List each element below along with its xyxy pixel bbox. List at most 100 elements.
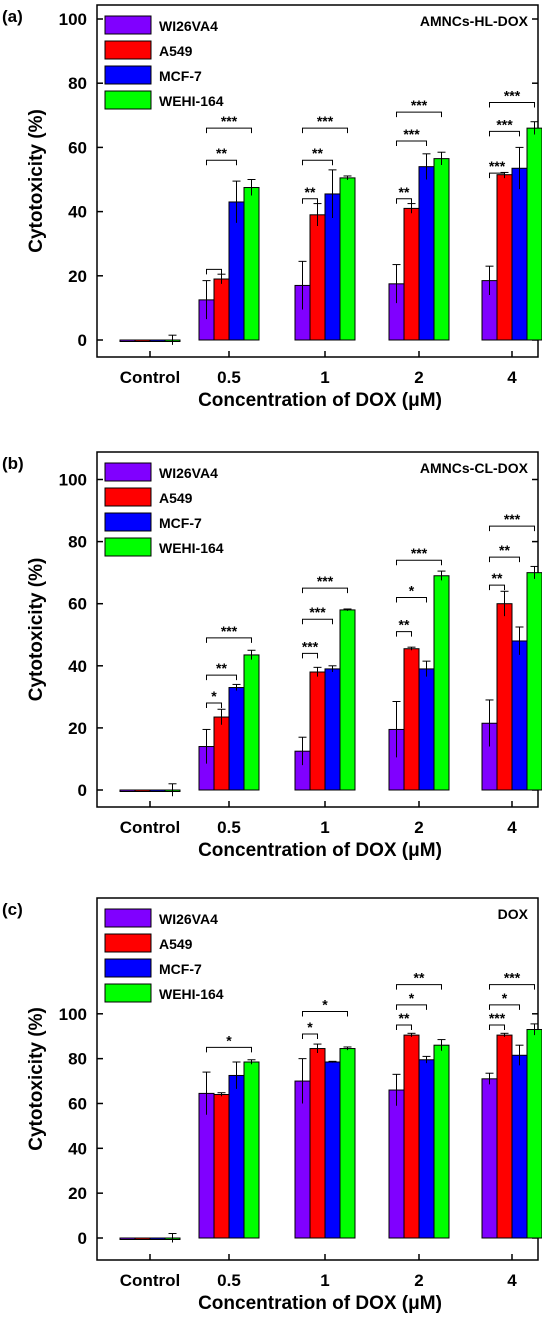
significance-bracket	[396, 111, 442, 118]
panel-label: (c)	[2, 900, 23, 919]
significance-label: ***	[221, 623, 238, 639]
significance-label: ***	[489, 1010, 506, 1026]
significance-bracket	[396, 984, 442, 990]
bar-wi26va4-Control	[119, 1237, 136, 1240]
y-tick-label: 60	[68, 138, 87, 157]
x-tick-label: 2	[414, 818, 423, 837]
bar-a549-1	[309, 1048, 326, 1239]
significance-label: *	[307, 1019, 313, 1035]
significance-bracket	[396, 1004, 427, 1010]
significance-label: ***	[504, 970, 521, 986]
bar-mcf-7-2	[418, 1059, 435, 1239]
significance-bracket	[396, 631, 412, 637]
x-tick-label: 4	[507, 1271, 517, 1290]
significance-bracket	[396, 1024, 412, 1031]
panel-label: (b)	[2, 454, 24, 473]
y-tick-label: 100	[59, 471, 87, 490]
bar-a549-4	[496, 174, 513, 341]
bar-wi26va4-1	[294, 1080, 311, 1239]
significance-label: **	[305, 184, 316, 200]
legend-label-wi26va4: WI26VA4	[159, 465, 218, 481]
bar-a549-4	[496, 603, 513, 791]
significance-label: **	[492, 570, 503, 586]
x-tick-label: Control	[120, 818, 180, 837]
significance-bracket	[396, 198, 412, 204]
bar-mcf-7-2	[418, 166, 435, 341]
significance-label: ***	[221, 113, 238, 129]
bar-a549-Control	[134, 1237, 151, 1240]
chart-panel-3: (c) 0 20 40 60 80 100 Cytotoxicity (%) Control 0.…	[2, 897, 542, 1314]
x-tick-label: 1	[320, 818, 329, 837]
significance-label: ***	[403, 126, 420, 142]
x-tick-label: 0.5	[217, 368, 241, 387]
legend-swatch-wi26va4	[104, 462, 152, 482]
bar-mcf-7-0.5	[228, 687, 245, 791]
bar-a549-4	[496, 1034, 513, 1239]
bar-mcf-7-4	[511, 1054, 528, 1239]
x-tick-label: 2	[414, 1271, 423, 1290]
significance-label: **	[216, 660, 227, 676]
bar-wi26va4-Control	[119, 789, 136, 792]
x-tick-label: 0.5	[217, 818, 241, 837]
y-tick-label: 80	[68, 74, 87, 93]
legend-label-mcf-7: MCF-7	[159, 961, 202, 977]
significance-label: *	[322, 997, 328, 1013]
significance-bracket	[302, 1011, 348, 1017]
significance-label: ***	[496, 116, 513, 132]
significance-label: ***	[411, 97, 428, 113]
bar-wi26va4-4	[481, 1078, 498, 1239]
significance-bracket	[396, 559, 442, 566]
y-tick-label: 0	[78, 781, 87, 800]
bar-wi26va4-2	[388, 1089, 405, 1239]
bar-wehi-164-2	[433, 575, 450, 791]
legend-swatch-a549	[104, 487, 152, 507]
significance-label: *	[409, 582, 415, 598]
legend-label-mcf-7: MCF-7	[159, 515, 202, 531]
bar-a549-2	[403, 1034, 420, 1239]
legend-label-wi26va4: WI26VA4	[159, 911, 218, 927]
significance-label: **	[414, 970, 425, 986]
significance-label: **	[499, 542, 510, 558]
x-tick-label: 1	[320, 1271, 329, 1290]
chart-panel-2: (b) 0 20 40 60 80 100 Cytotoxicity (%) Control 0.…	[2, 451, 542, 861]
x-tick-label: 2	[414, 368, 423, 387]
bar-mcf-7-Control	[149, 1237, 166, 1240]
x-tick-label: 1	[320, 368, 329, 387]
bar-a549-1	[309, 671, 326, 791]
legend-swatch-a549	[104, 933, 152, 953]
legend-swatch-mcf-7	[104, 65, 152, 85]
bar-wehi-164-4	[526, 127, 542, 341]
significance-bracket	[206, 674, 237, 681]
significance-bracket	[302, 587, 348, 594]
significance-label: **	[399, 184, 410, 200]
bar-a549-Control	[134, 339, 151, 342]
x-tick-label: 4	[507, 818, 517, 837]
y-tick-label: 100	[59, 10, 87, 29]
y-tick-label: 0	[78, 1229, 87, 1248]
bar-wehi-164-2	[433, 158, 450, 341]
x-tick-label: 0.5	[217, 1271, 241, 1290]
significance-label: ***	[504, 511, 521, 527]
significance-bracket	[302, 652, 318, 659]
bar-wehi-164-1	[339, 609, 356, 791]
legend-swatch-wi26va4	[104, 908, 152, 928]
y-tick-label: 100	[59, 1005, 87, 1024]
x-axis-label: Concentration of DOX (μM)	[198, 840, 442, 861]
significance-label: ***	[489, 158, 506, 174]
y-tick-label: 40	[68, 1139, 87, 1158]
significance-label: ***	[317, 113, 334, 129]
y-tick-label: 20	[68, 1184, 87, 1203]
significance-bracket	[489, 101, 535, 108]
significance-bracket	[206, 268, 222, 275]
significance-label: ***	[411, 545, 428, 561]
bar-mcf-7-Control	[149, 339, 166, 342]
bar-a549-2	[403, 207, 420, 341]
bar-a549-Control	[134, 789, 151, 792]
chart-panel-1: (a) 0 20 40 60 80 100 Cytotoxicity (%) Control 0.…	[2, 4, 542, 411]
y-tick-label: 20	[68, 267, 87, 286]
legend: WI26VA4 A549 MCF-7 WEHI-164	[104, 908, 224, 1003]
y-axis-label: Cytotoxicity (%)	[26, 109, 47, 253]
significance-bracket	[206, 159, 237, 166]
legend-label-wehi-164: WEHI-164	[159, 986, 224, 1002]
panel-title: DOX	[498, 906, 529, 922]
